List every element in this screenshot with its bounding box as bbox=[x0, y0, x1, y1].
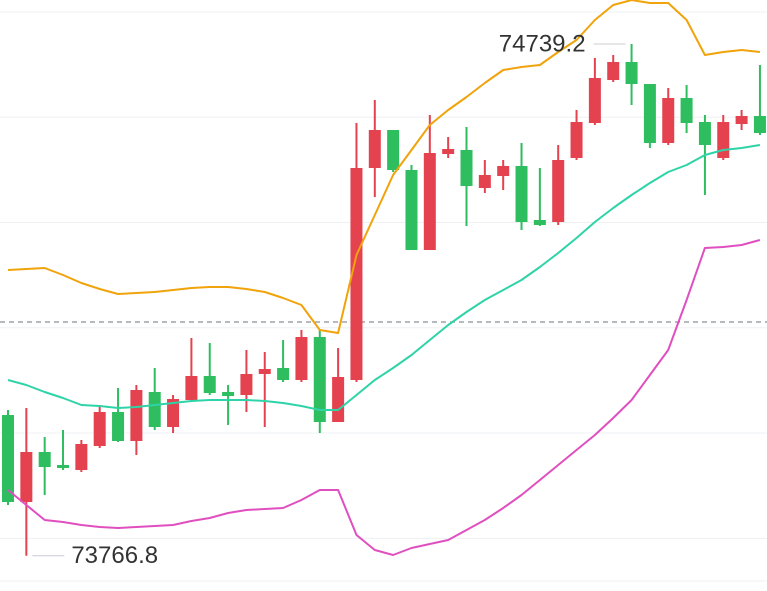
candle-body bbox=[93, 412, 106, 446]
candle-body bbox=[57, 465, 70, 468]
candle-body bbox=[625, 62, 638, 84]
candle-body bbox=[717, 122, 730, 158]
candle-body bbox=[680, 98, 693, 123]
candle-body bbox=[185, 376, 198, 400]
low-annotation: 73766.8 bbox=[71, 542, 158, 569]
candle-body bbox=[38, 452, 51, 467]
candle-body bbox=[167, 399, 180, 427]
candle-body bbox=[588, 78, 601, 123]
candle-body bbox=[222, 392, 235, 396]
candle-body bbox=[148, 392, 161, 427]
candle-body bbox=[2, 415, 14, 502]
candle-body bbox=[295, 337, 308, 380]
candle-body bbox=[570, 122, 583, 158]
candle-body bbox=[497, 166, 510, 176]
candle-body bbox=[460, 150, 473, 186]
candle-body bbox=[515, 166, 528, 222]
candle-body bbox=[20, 452, 33, 502]
candle-body bbox=[533, 220, 546, 225]
candle-body bbox=[130, 390, 143, 441]
candle-body bbox=[735, 116, 748, 124]
candle-body bbox=[368, 130, 381, 168]
candle-body bbox=[240, 374, 253, 395]
candle-body bbox=[753, 116, 766, 133]
candle-body bbox=[442, 149, 455, 154]
candle-body bbox=[350, 168, 363, 380]
candle-body bbox=[75, 444, 88, 470]
candle-body bbox=[112, 412, 125, 441]
candle-body bbox=[607, 62, 620, 80]
candle-body bbox=[405, 170, 418, 250]
candle-body bbox=[552, 160, 565, 222]
band-line bbox=[7, 144, 761, 411]
candle-body bbox=[387, 130, 400, 170]
candle-body bbox=[277, 368, 290, 380]
band-line bbox=[7, 239, 761, 556]
high-annotation: 74739.2 bbox=[499, 30, 586, 57]
candle-body bbox=[313, 337, 326, 422]
candle-body bbox=[478, 175, 491, 188]
candle-body bbox=[643, 84, 656, 143]
band-line bbox=[7, 0, 761, 334]
candle-body bbox=[203, 376, 216, 393]
candle-body bbox=[258, 369, 271, 374]
candle-body bbox=[423, 153, 436, 250]
candle-body bbox=[698, 122, 711, 145]
candle-body bbox=[662, 98, 675, 143]
candle-body bbox=[332, 377, 345, 422]
